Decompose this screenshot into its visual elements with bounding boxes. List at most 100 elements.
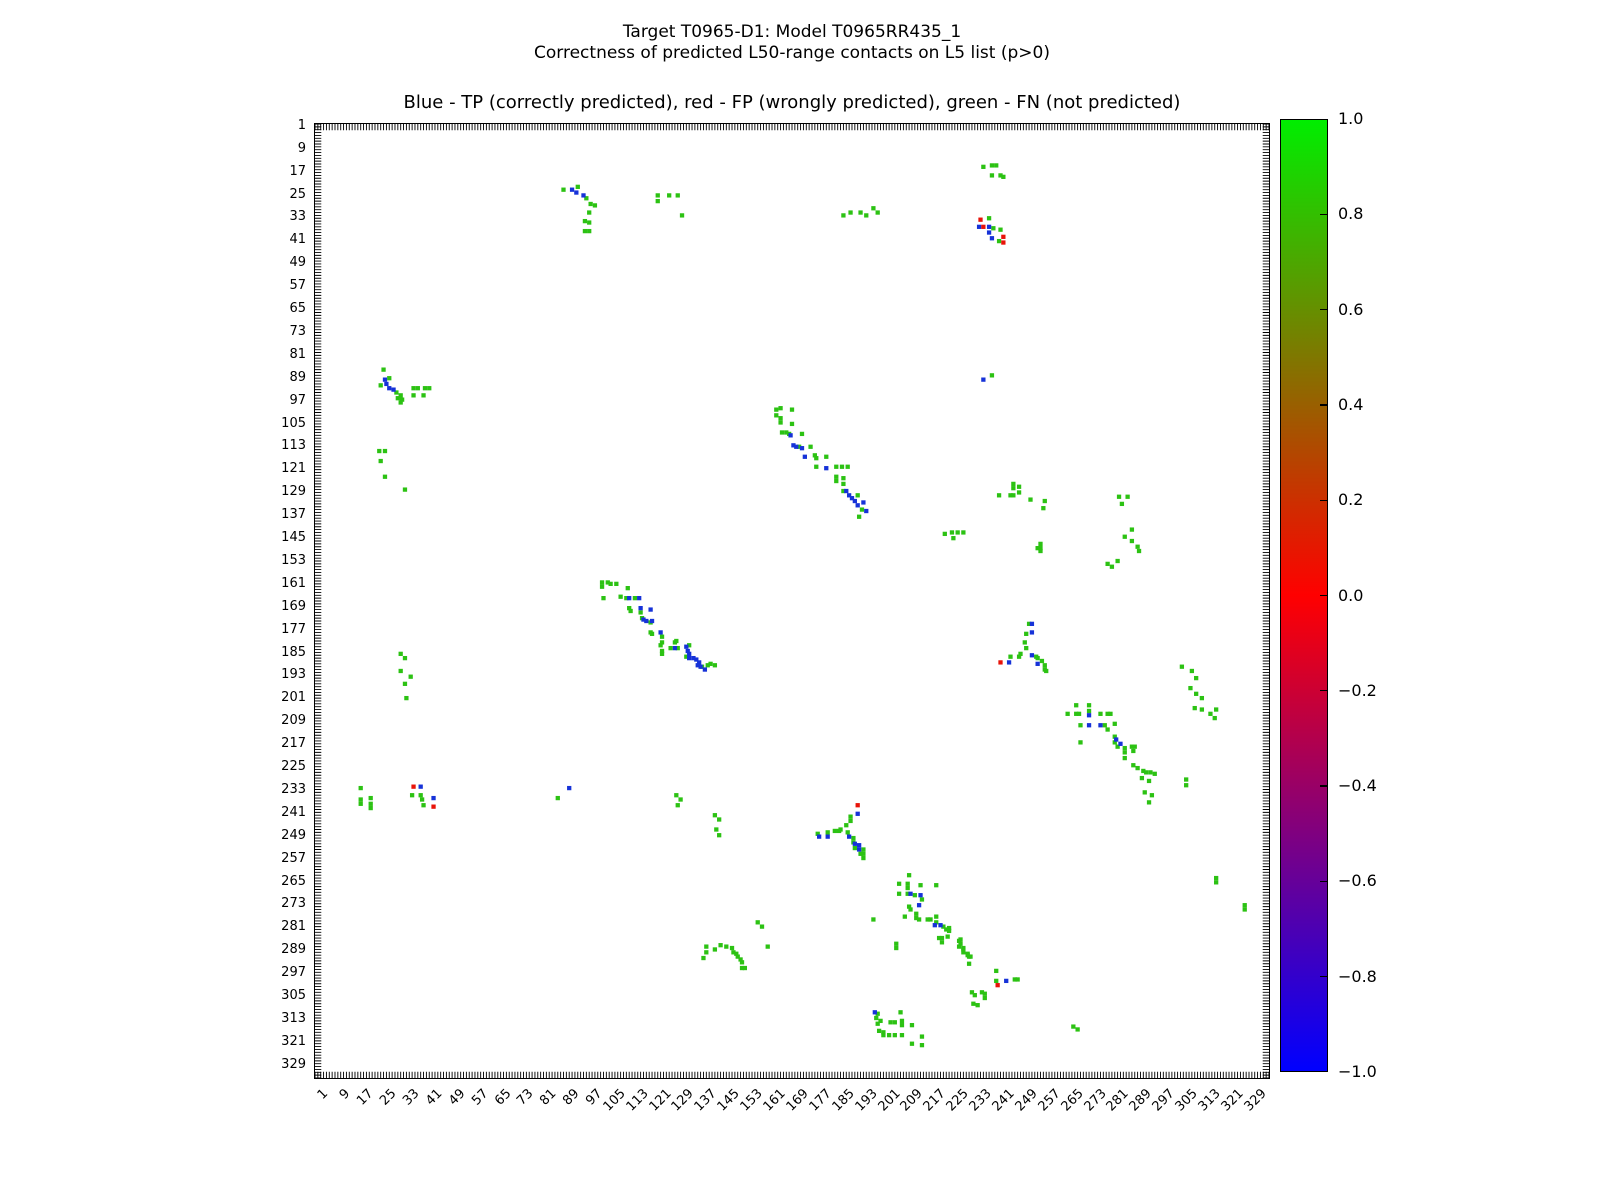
contact-marker	[998, 227, 1003, 232]
contact-marker	[912, 893, 917, 898]
contact-marker	[409, 793, 415, 798]
contact-marker	[1214, 880, 1219, 885]
contact-marker	[965, 951, 970, 956]
contact-marker	[814, 464, 819, 469]
x-tick-label: 161	[760, 1086, 789, 1115]
contact-marker	[939, 940, 945, 945]
contact-marker	[765, 944, 770, 949]
contact-marker	[898, 1010, 903, 1015]
contact-marker	[855, 803, 860, 808]
contact-marker	[1001, 174, 1006, 179]
contact-marker	[1039, 658, 1045, 664]
contact-marker	[431, 795, 436, 801]
x-tick-label: 193	[852, 1086, 881, 1115]
contact-marker	[574, 190, 579, 195]
contact-marker	[421, 803, 426, 808]
contact-marker	[852, 841, 857, 846]
contact-marker	[658, 643, 663, 648]
contact-marker	[848, 814, 853, 819]
contact-marker	[998, 173, 1003, 178]
contact-marker	[1112, 721, 1117, 726]
contact-marker	[949, 530, 955, 535]
contact-marker	[909, 1023, 915, 1028]
contact-marker	[587, 210, 592, 215]
colorbar-tick	[1320, 404, 1327, 406]
contact-marker	[729, 945, 735, 951]
contact-marker	[411, 386, 416, 391]
contact-marker	[855, 503, 860, 508]
contact-marker	[638, 605, 643, 611]
contact-marker	[408, 674, 413, 679]
x-tick-label: 321	[1218, 1086, 1247, 1115]
contact-marker	[734, 951, 739, 956]
y-tick-label: 73	[289, 323, 306, 339]
bottom-edge-ticks	[315, 1071, 1269, 1078]
contact-marker	[588, 201, 593, 207]
colorbar-tick-label: 0.6	[1338, 299, 1364, 319]
contact-marker	[1001, 240, 1006, 245]
y-tick-label: 41	[289, 232, 306, 248]
contact-marker	[1016, 654, 1022, 659]
contact-marker	[892, 1033, 897, 1038]
contact-marker	[404, 695, 409, 701]
series-tp	[382, 187, 1123, 1015]
contact-marker	[658, 630, 663, 635]
contact-marker	[1029, 621, 1035, 626]
contact-marker	[644, 618, 649, 624]
contact-marker	[1188, 685, 1193, 691]
contact-marker	[398, 651, 403, 656]
contact-marker	[368, 801, 373, 806]
contact-marker	[1146, 778, 1152, 784]
y-tick-label: 273	[281, 896, 306, 912]
contact-marker	[816, 834, 822, 839]
contact-marker	[1142, 790, 1147, 795]
x-tick-label: 17	[354, 1086, 377, 1109]
x-tick-label: 57	[468, 1086, 492, 1109]
contact-marker	[875, 1011, 880, 1016]
y-tick-label: 137	[281, 507, 306, 523]
contact-marker	[919, 1043, 925, 1048]
contact-marker	[789, 421, 795, 427]
contact-marker	[981, 377, 986, 382]
contact-marker	[1075, 1027, 1080, 1032]
contact-marker	[398, 400, 403, 405]
left-edge-ticks	[315, 124, 322, 1078]
contact-marker	[402, 487, 408, 492]
contact-marker	[421, 393, 426, 398]
contact-marker	[955, 530, 960, 535]
contact-marker	[848, 210, 853, 215]
y-tick-label: 145	[281, 530, 306, 546]
contact-marker	[961, 950, 966, 955]
contact-marker	[394, 390, 399, 395]
contact-marker	[704, 944, 709, 949]
contact-marker	[714, 827, 719, 832]
contact-marker	[735, 954, 740, 959]
contact-marker	[649, 618, 655, 624]
contact-marker	[1118, 741, 1123, 746]
contact-marker	[789, 407, 795, 412]
contact-marker	[1022, 640, 1027, 645]
contact-marker	[991, 226, 996, 231]
contact-marker	[1132, 744, 1137, 749]
contact-marker	[402, 655, 408, 661]
y-tick-label: 177	[281, 621, 306, 637]
colorbar-gradient	[1281, 120, 1327, 1071]
contact-marker	[1184, 777, 1189, 782]
x-tick-label: 9	[337, 1086, 354, 1103]
contact-marker	[1129, 527, 1135, 532]
contact-marker	[966, 961, 972, 966]
contact-marker	[712, 947, 718, 952]
contact-marker	[1146, 800, 1152, 805]
contact-marker	[698, 664, 703, 669]
x-tick-label: 329	[1241, 1086, 1270, 1115]
contact-marker	[649, 631, 655, 636]
contact-marker	[945, 934, 950, 939]
contact-marker	[946, 928, 952, 934]
y-tick-label: 161	[281, 575, 306, 591]
colorbar-tick-label: −0.2	[1338, 680, 1377, 700]
contact-marker	[916, 917, 922, 922]
contact-marker	[881, 1030, 886, 1035]
contact-map-svg	[315, 124, 1269, 1078]
contact-marker	[1192, 705, 1197, 711]
contact-marker	[874, 1015, 879, 1021]
